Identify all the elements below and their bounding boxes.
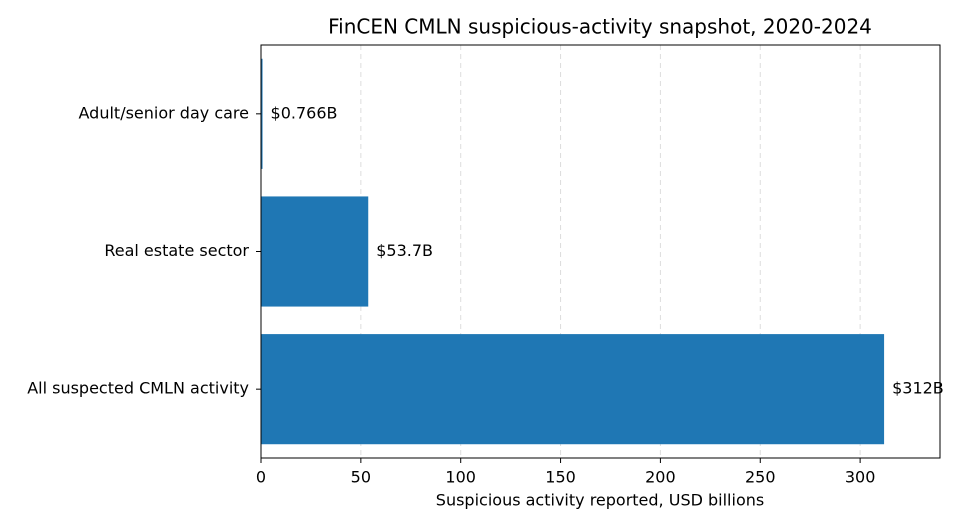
x-tick-label: 200 xyxy=(645,468,676,487)
y-tick-label: All suspected CMLN activity xyxy=(27,379,249,398)
x-tick-label: 100 xyxy=(445,468,476,487)
bar xyxy=(261,334,885,445)
x-tick-label: 150 xyxy=(545,468,576,487)
x-axis-label: Suspicious activity reported, USD billio… xyxy=(436,491,764,510)
bar xyxy=(261,58,263,169)
x-tick-label: 300 xyxy=(845,468,876,487)
y-tick-label: Adult/senior day care xyxy=(79,103,249,122)
x-tick-label: 250 xyxy=(745,468,776,487)
value-label: $0.766B xyxy=(271,103,338,122)
bar xyxy=(261,196,369,307)
chart-title: FinCEN CMLN suspicious-activity snapshot… xyxy=(328,15,872,39)
value-label: $53.7B xyxy=(376,241,433,260)
y-tick-label: Real estate sector xyxy=(104,241,249,260)
plot-frame xyxy=(260,44,941,459)
x-tick-label: 0 xyxy=(256,468,266,487)
value-label: $312B xyxy=(892,379,944,398)
x-tick-label: 50 xyxy=(351,468,371,487)
